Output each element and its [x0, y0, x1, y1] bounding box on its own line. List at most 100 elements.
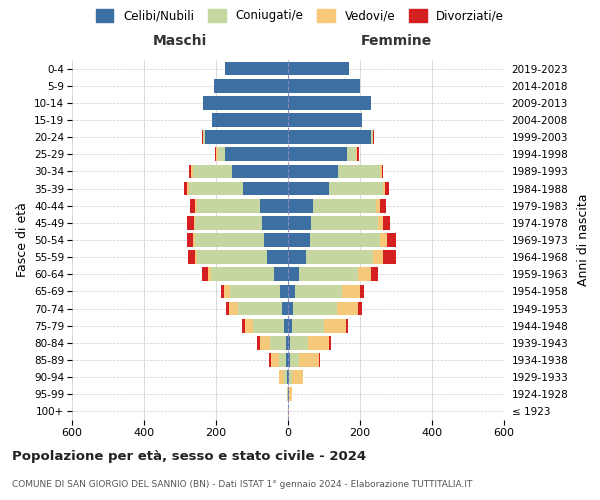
Bar: [288, 62, 349, 76]
Bar: [284, 319, 288, 332]
Bar: [197, 250, 267, 264]
Bar: [232, 164, 288, 178]
Bar: [191, 164, 193, 178]
Bar: [197, 199, 260, 212]
Bar: [263, 233, 288, 247]
Bar: [383, 182, 385, 196]
Bar: [286, 353, 288, 367]
Bar: [280, 284, 288, 298]
Bar: [271, 353, 279, 367]
Bar: [288, 284, 295, 298]
Bar: [193, 164, 232, 178]
Bar: [203, 96, 288, 110]
Bar: [288, 268, 299, 281]
Bar: [290, 353, 299, 367]
Bar: [356, 148, 358, 161]
Bar: [221, 284, 224, 298]
Bar: [288, 216, 311, 230]
Bar: [358, 268, 371, 281]
Bar: [290, 336, 308, 349]
Bar: [184, 182, 187, 196]
Text: Popolazione per età, sesso e stato civile - 2024: Popolazione per età, sesso e stato civil…: [12, 450, 366, 463]
Bar: [253, 319, 284, 332]
Bar: [242, 319, 245, 332]
Bar: [378, 216, 383, 230]
Bar: [306, 250, 373, 264]
Bar: [310, 233, 380, 247]
Bar: [289, 388, 292, 401]
Bar: [243, 182, 288, 196]
Bar: [288, 148, 347, 161]
Bar: [311, 216, 378, 230]
Bar: [288, 199, 313, 212]
Bar: [371, 268, 378, 281]
Bar: [211, 268, 274, 281]
Bar: [342, 284, 360, 298]
Bar: [202, 268, 208, 281]
Bar: [225, 62, 288, 76]
Bar: [292, 319, 324, 332]
Bar: [226, 302, 229, 316]
Bar: [308, 336, 329, 349]
Bar: [329, 182, 383, 196]
Bar: [208, 268, 211, 281]
Bar: [267, 250, 288, 264]
Bar: [373, 130, 374, 144]
Bar: [292, 370, 303, 384]
Bar: [245, 319, 253, 332]
Bar: [194, 216, 196, 230]
Bar: [269, 353, 271, 367]
Bar: [238, 302, 281, 316]
Bar: [257, 336, 260, 349]
Bar: [360, 284, 364, 298]
Bar: [380, 233, 387, 247]
Bar: [288, 388, 289, 401]
Bar: [288, 233, 310, 247]
Bar: [229, 302, 238, 316]
Bar: [299, 268, 358, 281]
Bar: [288, 96, 371, 110]
Bar: [196, 216, 262, 230]
Bar: [195, 250, 197, 264]
Bar: [288, 130, 371, 144]
Bar: [262, 216, 288, 230]
Bar: [288, 370, 289, 384]
Bar: [215, 148, 216, 161]
Bar: [279, 353, 286, 367]
Bar: [387, 233, 396, 247]
Bar: [284, 370, 287, 384]
Legend: Celibi/Nubili, Coniugati/e, Vedovi/e, Divorziati/e: Celibi/Nubili, Coniugati/e, Vedovi/e, Di…: [92, 6, 508, 26]
Bar: [288, 319, 292, 332]
Bar: [346, 319, 349, 332]
Bar: [347, 148, 356, 161]
Bar: [287, 370, 288, 384]
Bar: [371, 130, 373, 144]
Bar: [225, 148, 288, 161]
Bar: [193, 233, 195, 247]
Bar: [187, 216, 194, 230]
Text: Femmine: Femmine: [361, 34, 431, 48]
Bar: [281, 302, 288, 316]
Bar: [260, 336, 269, 349]
Bar: [338, 164, 380, 178]
Bar: [319, 353, 320, 367]
Bar: [188, 250, 195, 264]
Bar: [190, 199, 195, 212]
Bar: [195, 233, 263, 247]
Bar: [329, 336, 331, 349]
Bar: [189, 164, 191, 178]
Bar: [218, 148, 225, 161]
Bar: [299, 353, 319, 367]
Bar: [295, 284, 342, 298]
Bar: [187, 182, 189, 196]
Bar: [286, 336, 288, 349]
Bar: [288, 353, 290, 367]
Y-axis label: Anni di nascita: Anni di nascita: [577, 194, 590, 286]
Text: COMUNE DI SAN GIORGIO DEL SANNIO (BN) - Dati ISTAT 1° gennaio 2024 - Elaborazion: COMUNE DI SAN GIORGIO DEL SANNIO (BN) - …: [12, 480, 472, 489]
Bar: [205, 130, 288, 144]
Bar: [279, 370, 284, 384]
Bar: [324, 319, 346, 332]
Bar: [216, 148, 218, 161]
Bar: [195, 199, 197, 212]
Bar: [224, 284, 230, 298]
